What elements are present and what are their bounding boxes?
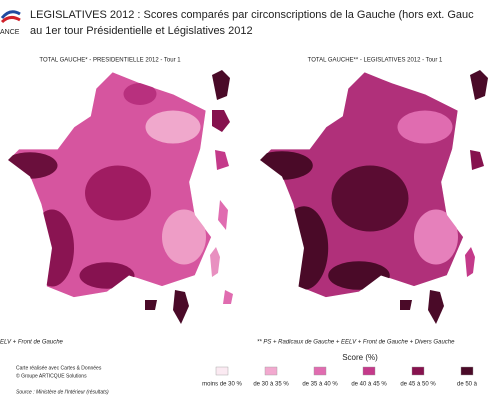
legend: moins de 30 % de 30 à 35 % de 35 à 40 % de … bbox=[202, 366, 478, 388]
map-note: ** PS + Radicaux de Gauche + EELV + Fron… bbox=[257, 340, 455, 346]
corsica bbox=[465, 247, 475, 277]
credit: © Groupe ARTICQUE Solutions bbox=[16, 372, 87, 379]
legend-label: de 40 à 45 % bbox=[351, 382, 387, 388]
legend-swatch bbox=[362, 366, 376, 376]
title: LEGISLATIVES 2012 : Scores comparés par … bbox=[30, 9, 474, 21]
credit: Source : Ministère de l'Intérieur (résul… bbox=[16, 389, 109, 395]
legend-swatch bbox=[313, 366, 327, 376]
map-title: TOTAL GAUCHE** - LEGISLATIVES 2012 - Tou… bbox=[308, 58, 443, 64]
title: au 1er tour Présidentielle et Législativ… bbox=[30, 25, 253, 37]
france-map bbox=[7, 71, 213, 299]
legend-swatch bbox=[411, 366, 425, 376]
corsica bbox=[210, 247, 220, 277]
logo-swoosh bbox=[0, 15, 21, 24]
legend-swatch bbox=[215, 366, 229, 376]
map-note: ELV + Front de Gauche bbox=[0, 340, 64, 346]
credit: Carte réalisée avec Cartes & Données bbox=[16, 365, 102, 371]
legend-title: Score (%) bbox=[342, 353, 378, 362]
overseas bbox=[145, 70, 488, 324]
legend-swatch bbox=[460, 366, 474, 376]
logo-swoosh bbox=[0, 10, 21, 19]
legend-label: de 50 à bbox=[457, 382, 478, 388]
legend-swatch bbox=[264, 366, 278, 376]
map-title: TOTAL GAUCHE* - PRESIDENTIELLE 2012 - To… bbox=[39, 58, 181, 64]
logo-text: ANCE bbox=[0, 29, 20, 36]
legend-label: de 35 à 40 % bbox=[302, 382, 338, 388]
legend-label: de 30 à 35 % bbox=[253, 382, 289, 388]
legend-label: moins de 30 % bbox=[202, 382, 242, 388]
france-map bbox=[259, 71, 465, 299]
legend-label: de 45 à 50 % bbox=[400, 382, 436, 388]
